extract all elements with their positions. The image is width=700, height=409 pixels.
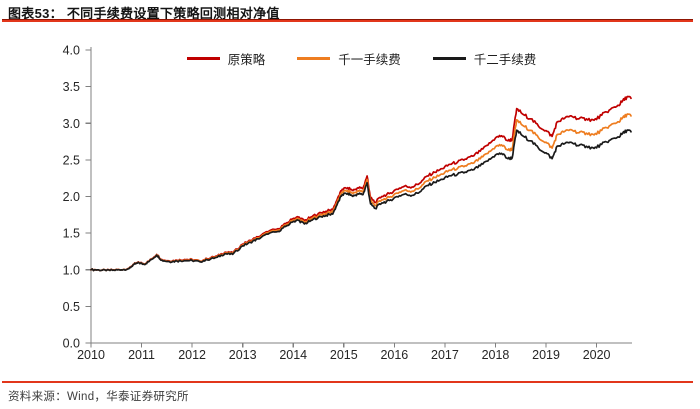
y-tick-label: 3.5 — [63, 80, 80, 94]
x-tick-label: 2012 — [178, 348, 206, 362]
x-tick-label: 2013 — [229, 348, 257, 362]
x-tick-label: 2011 — [128, 348, 155, 362]
series-line-2 — [90, 129, 632, 272]
y-tick-label: 2.0 — [63, 190, 80, 204]
y-tick-label: 1.0 — [63, 263, 80, 277]
x-tick-label: 2016 — [380, 348, 408, 362]
x-tick-label: 2018 — [482, 348, 510, 362]
x-tick-label: 2019 — [532, 348, 560, 362]
x-tick-label: 2015 — [330, 348, 358, 362]
legend-label: 千一手续费 — [338, 52, 401, 67]
x-tick-label: 2020 — [583, 348, 611, 362]
series-line-0 — [90, 95, 632, 272]
legend-label: 原策略 — [227, 52, 266, 67]
series-line-1 — [90, 113, 632, 272]
footer-rule — [2, 381, 693, 383]
figure-title: 图表53： 不同手续费设置下策略回测相对净值 — [8, 6, 280, 21]
y-tick-label: 1.5 — [63, 227, 80, 241]
legend-label: 千二手续费 — [473, 52, 537, 67]
legend-item-fee-2permille: 千二手续费 — [432, 49, 537, 68]
legend-swatch-red-line — [186, 56, 220, 60]
legend-swatch-orange-line — [297, 56, 331, 60]
source-note: 资料来源：Wind，华泰证券研究所 — [8, 391, 189, 403]
y-tick-label: 4.0 — [63, 44, 80, 58]
y-tick-label: 3.0 — [63, 117, 80, 131]
legend-item-fee-1permille: 千一手续费 — [297, 49, 401, 68]
x-tick-label: 2014 — [279, 348, 307, 362]
x-tick-label: 2017 — [431, 348, 459, 362]
x-tick-label: 2010 — [77, 348, 105, 362]
y-tick-label: 0.5 — [63, 300, 80, 314]
legend-item-original-strategy: 原策略 — [186, 49, 266, 68]
title-rule — [2, 19, 693, 22]
chart-legend: 原策略 千一手续费 千二手续费 — [91, 49, 632, 68]
legend-swatch-black-line — [432, 56, 466, 60]
y-tick-label: 0.0 — [63, 337, 80, 351]
y-tick-label: 2.5 — [63, 153, 80, 167]
